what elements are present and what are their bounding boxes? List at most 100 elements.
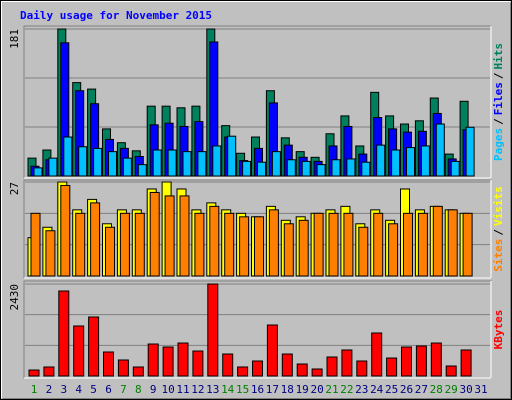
x-tick-label: 29	[445, 383, 458, 396]
bar	[207, 283, 219, 377]
bar	[177, 342, 189, 377]
x-tick-label: 25	[385, 383, 398, 396]
x-tick-label: 31	[474, 383, 487, 396]
bar	[119, 212, 130, 277]
bar	[417, 212, 428, 277]
bar	[48, 157, 58, 177]
x-tick-label: 14	[221, 383, 235, 396]
bar	[373, 212, 384, 277]
bar	[331, 159, 341, 177]
bar	[465, 126, 475, 177]
x-tick-label: 8	[135, 383, 142, 396]
bar	[58, 290, 70, 377]
bar	[224, 212, 235, 277]
y-tick-label: 181	[8, 29, 21, 49]
x-tick-label: 16	[251, 383, 264, 396]
x-tick-label: 6	[105, 383, 112, 396]
bar	[283, 223, 294, 277]
bar	[239, 216, 250, 277]
x-tick-label: 10	[161, 383, 174, 396]
x-tick-label: 5	[90, 383, 97, 396]
chart-title: Daily usage for November 2015	[20, 9, 212, 22]
legend-entry: Visits	[492, 186, 505, 226]
bar	[420, 145, 430, 177]
bar	[346, 158, 356, 177]
bar	[134, 212, 145, 277]
x-tick-label: 15	[236, 383, 249, 396]
x-tick-label: 9	[150, 383, 157, 396]
bar	[328, 212, 339, 277]
bar	[30, 212, 41, 277]
bar	[45, 230, 56, 277]
bar	[237, 366, 249, 377]
bar	[164, 195, 175, 277]
bar	[326, 356, 338, 377]
x-tick-label: 7	[120, 383, 127, 396]
bar	[108, 151, 117, 177]
bar	[391, 149, 401, 177]
legend-entry: Hits	[492, 43, 505, 70]
bar	[75, 212, 86, 277]
bar	[88, 316, 100, 377]
legend: KBytes	[492, 310, 505, 350]
bar	[252, 360, 263, 377]
y-tick-label: 2430	[8, 284, 21, 311]
y-tick-label: 27	[8, 182, 21, 195]
bar	[460, 349, 472, 377]
legend-entry: KBytes	[492, 310, 505, 350]
bar	[167, 149, 177, 177]
bar	[209, 205, 220, 277]
bar	[447, 209, 458, 277]
bar	[401, 346, 412, 377]
bar	[162, 346, 174, 377]
bar	[430, 342, 442, 377]
bar	[227, 135, 237, 177]
bar	[117, 359, 129, 377]
x-tick-label: 17	[266, 383, 279, 396]
bar	[462, 212, 473, 277]
bar	[313, 212, 324, 277]
legend-entry: Sites	[492, 239, 505, 272]
legend-separator: /	[492, 229, 505, 236]
bar	[182, 151, 192, 177]
bar	[73, 325, 85, 377]
bar	[60, 184, 71, 277]
bar	[388, 223, 399, 277]
x-tick-label: 23	[355, 383, 368, 396]
x-tick-label: 18	[281, 383, 294, 396]
bar	[105, 226, 115, 277]
x-tick-label: 21	[325, 383, 338, 396]
x-tick-label: 19	[296, 383, 309, 396]
bar	[356, 360, 368, 377]
bar	[192, 350, 204, 377]
bar	[266, 324, 278, 377]
bar	[281, 353, 293, 377]
bar	[406, 147, 415, 177]
legend-entry: Pages	[492, 128, 505, 161]
bar	[122, 157, 132, 177]
bar	[358, 226, 369, 277]
legend-entry: Files	[492, 82, 505, 115]
bar	[63, 136, 73, 177]
bar	[296, 363, 308, 377]
bar	[316, 164, 326, 177]
bar	[132, 366, 144, 377]
bar	[403, 212, 413, 277]
x-tick-label: 20	[310, 383, 323, 396]
bar	[298, 219, 309, 277]
bar	[43, 366, 55, 377]
bar	[301, 160, 311, 177]
legend-separator: /	[492, 118, 505, 125]
bar	[90, 202, 101, 277]
bar	[254, 216, 264, 277]
bar	[212, 145, 222, 177]
bar	[286, 159, 296, 177]
bar	[341, 349, 353, 377]
bar	[311, 368, 323, 377]
x-tick-label: 3	[60, 383, 67, 396]
bar	[361, 161, 371, 177]
bar	[194, 212, 205, 277]
